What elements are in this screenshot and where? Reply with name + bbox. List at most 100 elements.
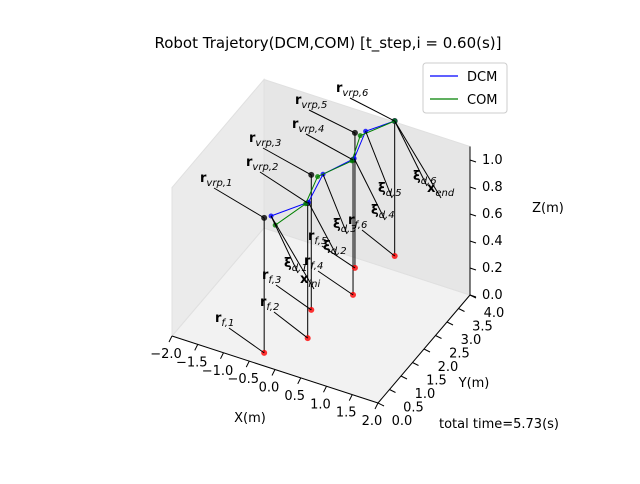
y-tick-label: 1.0 — [415, 387, 436, 402]
trajectory-line — [270, 120, 395, 217]
annotation: rvrp,6 — [336, 81, 368, 99]
annotation-sub: f,3 — [268, 275, 281, 286]
annotation-base: x — [300, 272, 309, 287]
annotation-arrow — [307, 202, 338, 257]
annotation-arrow — [308, 109, 356, 134]
x-axis — [171, 335, 379, 404]
annotation: ξd,4 — [371, 203, 395, 221]
annotation-base: ξ — [378, 181, 386, 196]
x-tick-label: 1.0 — [310, 397, 331, 412]
annotation-sub: f,4 — [310, 261, 323, 272]
annotation-base: r — [336, 81, 343, 96]
annotation-base: ξ — [413, 169, 421, 184]
annotation: rvrp,5 — [295, 93, 327, 111]
annotation-sub: vrp,1 — [206, 178, 232, 189]
z-tick — [469, 213, 477, 217]
y-tick — [400, 375, 408, 380]
x-tick — [374, 402, 379, 410]
y-tick — [423, 348, 431, 353]
annotation-sub: d,2 — [331, 246, 347, 257]
y-tick — [377, 402, 385, 407]
x-tick-label: −1.5 — [176, 355, 208, 370]
z-tick-label: 1.0 — [482, 153, 503, 168]
annotation-sub: vrp,3 — [255, 138, 281, 149]
annotation-arrow — [305, 133, 354, 161]
annotation-sub: d,4 — [379, 210, 395, 221]
annotation-sub: d,3 — [341, 224, 357, 235]
annotation: ξd,5 — [378, 181, 402, 199]
y-tick-label: 2.5 — [449, 347, 470, 362]
annotation-sub: f,2 — [266, 302, 279, 313]
annotation: rvrp,4 — [292, 117, 324, 135]
z-tick — [469, 186, 477, 190]
x-tick-label: 1.5 — [336, 406, 357, 421]
annotation-sub: end — [435, 188, 454, 199]
annotation-base: r — [304, 254, 311, 269]
annotation-arrow — [259, 171, 308, 204]
annotation-sub: f,6 — [354, 220, 367, 231]
annotation-sub: vrp,6 — [342, 88, 368, 99]
annotation-base: r — [262, 268, 269, 283]
trajectory-point — [349, 158, 355, 164]
x-tick-label: −0.5 — [227, 372, 259, 387]
annotation-arrow — [321, 245, 356, 269]
annotation: rf,6 — [348, 213, 367, 231]
y-tick-label: 3.0 — [461, 333, 482, 348]
annotation-sub: f,5 — [314, 236, 327, 247]
annotation-arrow — [317, 270, 354, 296]
legend-label: COM — [467, 93, 498, 108]
annotation-sub: d,5 — [386, 188, 402, 199]
annotation: xini — [300, 272, 321, 290]
legend: DCM COM — [422, 62, 508, 114]
x-tick — [297, 377, 302, 385]
annotation-sub: d,6 — [421, 176, 437, 187]
annotation: rf,4 — [304, 254, 323, 272]
annotation-sub: d,1 — [292, 263, 308, 274]
annotation: rvrp,3 — [249, 131, 281, 149]
annotation-sub: ini — [308, 279, 320, 290]
legend-label: DCM — [467, 70, 497, 85]
annotation: rf,1 — [215, 311, 234, 329]
annotation-base: r — [249, 131, 256, 146]
annotation: ξd,2 — [323, 239, 347, 257]
annotation: rf,2 — [260, 295, 279, 313]
z-tick — [469, 240, 477, 244]
annotation-arrow — [228, 327, 265, 354]
trajectory-point — [315, 174, 321, 180]
annotation-base: r — [348, 213, 355, 228]
annotation: ξd,3 — [333, 217, 357, 235]
annotation-base: ξ — [333, 217, 341, 232]
annotation-arrow — [262, 147, 312, 176]
annotation-arrow — [213, 187, 265, 219]
y-tick — [389, 389, 396, 393]
z-tick-label: 0.0 — [482, 288, 503, 303]
y-tick-label: 3.5 — [472, 320, 493, 335]
annotation: xend — [427, 181, 455, 199]
annotation-base: x — [427, 181, 436, 196]
x-tick-label: 2.0 — [362, 414, 383, 429]
z-tick-label: 0.2 — [482, 261, 503, 276]
y-tick — [435, 335, 442, 339]
x-axis-label: X(m) — [234, 411, 266, 426]
total-time-note: total time=5.73(s) — [439, 417, 559, 432]
chart-title: Robot Trajetory(DCM,COM) [t_step,i = 0.6… — [154, 34, 501, 53]
annotation-base: r — [260, 295, 267, 310]
annotation-arrow — [365, 131, 393, 199]
x-tick — [271, 369, 276, 376]
annotation-base: r — [246, 155, 253, 170]
y-tick-label: 0.0 — [392, 414, 413, 429]
y-tick — [458, 308, 465, 312]
annotation-arrow — [361, 229, 395, 257]
z-tick — [469, 267, 477, 271]
z-tick — [469, 294, 477, 298]
x-tick-label: 0.5 — [284, 389, 305, 404]
annotation-sub: vrp,5 — [301, 100, 327, 111]
annotation-arrow — [394, 120, 442, 199]
x-tick-label: −2.0 — [150, 347, 182, 362]
annotation: rf,3 — [262, 268, 281, 286]
trajectory-point — [357, 133, 363, 139]
annotation: rvrp,2 — [246, 155, 278, 173]
x-tick — [220, 352, 224, 359]
annotation-arrow — [349, 97, 395, 122]
